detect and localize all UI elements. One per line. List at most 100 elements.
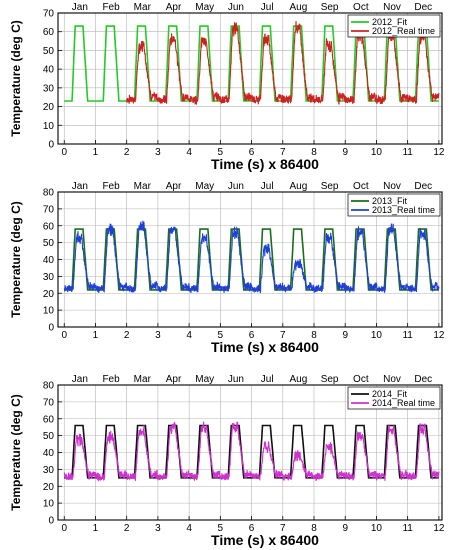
x-tick-label: 2 xyxy=(124,330,130,341)
x-tick-label: 12 xyxy=(433,330,445,341)
y-tick-label: 10 xyxy=(43,306,55,317)
month-label: Sep xyxy=(321,374,339,385)
series-line-2014-real-time xyxy=(63,421,440,483)
x-tick-label: 12 xyxy=(433,147,445,158)
month-label: Dec xyxy=(414,2,432,13)
month-label: Apr xyxy=(166,2,182,13)
month-label: Sep xyxy=(321,181,339,192)
legend-entry: 2012_Real time xyxy=(372,26,435,36)
month-label: Jul xyxy=(261,374,274,385)
legend-entry: 2012_Fit xyxy=(372,17,408,27)
y-tick-label: 50 xyxy=(43,238,55,249)
x-tick-label: 6 xyxy=(249,523,255,534)
y-tick-label: 40 xyxy=(43,255,55,266)
x-tick-label: 3 xyxy=(155,523,161,534)
month-label: Mar xyxy=(134,374,152,385)
month-label: May xyxy=(195,181,214,192)
month-label: Oct xyxy=(353,374,369,385)
y-tick-label: 70 xyxy=(43,397,55,408)
x-tick-label: 8 xyxy=(311,523,317,534)
y-tick-label: 60 xyxy=(43,27,55,38)
x-tick-label: 8 xyxy=(311,330,317,341)
month-label: May xyxy=(195,374,214,385)
x-tick-label: 7 xyxy=(280,523,286,534)
x-tick-label: 11 xyxy=(402,330,413,341)
x-tick-label: 2 xyxy=(124,147,130,158)
x-tick-label: 9 xyxy=(342,147,348,158)
month-label: Dec xyxy=(414,181,432,192)
x-tick-label: 5 xyxy=(218,330,224,341)
x-tick-label: 0 xyxy=(61,330,67,341)
x-tick-label: 7 xyxy=(280,330,286,341)
legend-box xyxy=(347,193,441,217)
month-label: Jun xyxy=(228,374,244,385)
x-axis-title: Time (s) x 86400 xyxy=(211,156,319,172)
x-tick-label: 5 xyxy=(218,147,224,158)
month-label: Feb xyxy=(102,2,120,13)
y-tick-label: 60 xyxy=(43,221,55,232)
x-tick-label: 1 xyxy=(93,330,99,341)
month-label: Nov xyxy=(383,2,401,13)
y-tick-label: 10 xyxy=(43,121,55,132)
x-tick-label: 4 xyxy=(186,147,192,158)
month-label: Sep xyxy=(321,2,339,13)
month-label: Apr xyxy=(166,181,182,192)
y-tick-label: 0 xyxy=(48,516,54,527)
x-tick-label: 6 xyxy=(249,147,255,158)
x-tick-label: 11 xyxy=(402,523,413,534)
x-tick-label: 5 xyxy=(218,523,224,534)
y-tick-label: 50 xyxy=(43,46,55,57)
month-label: Feb xyxy=(102,181,120,192)
y-tick-label: 30 xyxy=(43,465,55,476)
x-axis-title: Time (s) x 86400 xyxy=(211,339,319,355)
month-label: Feb xyxy=(102,374,120,385)
x-tick-label: 9 xyxy=(342,330,348,341)
y-tick-label: 80 xyxy=(43,188,55,199)
x-tick-label: 9 xyxy=(342,523,348,534)
y-tick-label: 30 xyxy=(43,272,55,283)
month-label: Dec xyxy=(414,374,432,385)
month-label: Oct xyxy=(353,2,369,13)
month-label: Aug xyxy=(289,181,307,192)
x-tick-label: 1 xyxy=(93,523,99,534)
y-tick-label: 10 xyxy=(43,499,55,510)
x-tick-label: 10 xyxy=(371,147,383,158)
y-tick-label: 70 xyxy=(43,204,55,215)
month-label: Jan xyxy=(72,181,88,192)
legend-box xyxy=(347,386,441,410)
x-tick-label: 6 xyxy=(249,330,255,341)
legend-entry: 2014_Real time xyxy=(372,398,435,408)
legend-box xyxy=(347,14,441,38)
x-tick-label: 10 xyxy=(371,330,383,341)
y-tick-label: 0 xyxy=(48,140,54,151)
series-line-2013-real-time xyxy=(63,220,440,294)
y-tick-label: 60 xyxy=(43,414,55,425)
series-line-2012-real-time xyxy=(126,20,440,106)
legend-entry: 2013_Real time xyxy=(372,205,435,215)
x-tick-label: 0 xyxy=(61,523,67,534)
x-tick-label: 1 xyxy=(93,147,99,158)
legend-entry: 2013_Fit xyxy=(372,196,408,206)
y-axis-title: Temperature (deg C) xyxy=(9,201,23,317)
month-label: Nov xyxy=(383,181,401,192)
month-label: Nov xyxy=(383,374,401,385)
month-label: Mar xyxy=(134,181,152,192)
y-tick-label: 0 xyxy=(48,323,54,334)
y-tick-label: 50 xyxy=(43,431,55,442)
month-label: May xyxy=(195,2,214,13)
x-tick-label: 3 xyxy=(155,330,161,341)
x-tick-label: 12 xyxy=(433,523,445,534)
month-label: Jul xyxy=(261,2,274,13)
plot-frame xyxy=(57,12,443,145)
x-tick-label: 2 xyxy=(124,523,130,534)
x-tick-label: 0 xyxy=(61,147,67,158)
month-label: Jan xyxy=(72,2,88,13)
y-axis-title: Temperature (deg C) xyxy=(9,20,23,136)
